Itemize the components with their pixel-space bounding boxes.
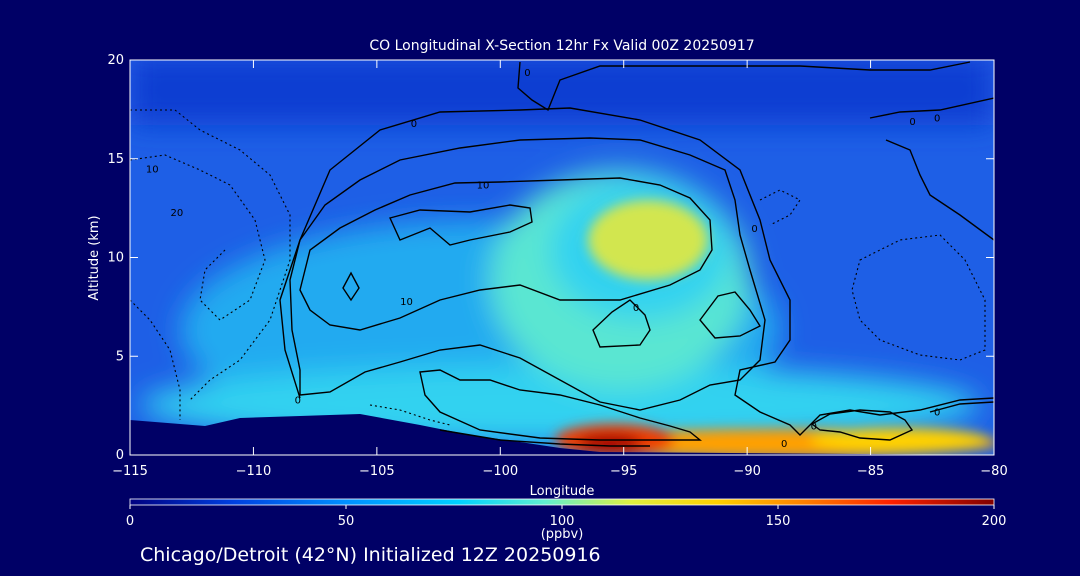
terrain-mask [130,414,994,455]
contour-label: 0 [811,421,817,432]
x-tick-label: −115 [112,464,148,479]
footer-caption: Chicago/Detroit (42°N) Initialized 12Z 2… [140,544,601,566]
contour-dotted-low [369,404,451,426]
contour-dotted-west-2 [130,154,266,321]
co-contours-dotted [130,109,986,426]
contour-label: 0 [411,119,417,130]
y-tick-label: 10 [107,251,124,266]
contour-label: 0 [633,303,639,314]
contour-diamond [342,271,360,302]
contour-surface-2 [439,429,650,447]
y-axis-label: Altitude (km) [87,215,102,300]
field-upper-band [130,60,994,125]
contour-dotted-west-1 [130,109,291,401]
x-tick-label: −100 [482,464,518,479]
contour-label: 0 [751,224,757,235]
contour-loop-mid [592,299,651,348]
contour-zero-inner [289,137,766,411]
contour-zero-outer [517,61,971,112]
colorbar [129,498,995,506]
y-tick-label: 20 [107,53,124,68]
contour-label: 0 [295,396,301,407]
y-tick-label: 5 [116,349,124,364]
co-concentration-field: 0 0 0 0 0 0 0 0 0 0 10 10 10 20 [130,60,994,455]
contour-labels: 0 0 0 0 0 0 0 0 0 0 10 10 10 20 [146,68,941,450]
colorbar-tick-label: 150 [766,514,791,529]
contour-label: 10 [477,180,490,191]
x-tick-label: −110 [236,464,272,479]
contour-label: 0 [524,68,530,79]
contour-label: 10 [400,297,413,308]
colorbar-tick-label: 100 [550,514,575,529]
colorbar-tick-label: 200 [982,514,1007,529]
contour-label: 0 [934,408,940,419]
contour-east-lowloop-2 [929,401,994,413]
colorbar-tick-label: 50 [338,514,355,529]
contour-east-upper [869,97,994,119]
chart-title: CO Longitudinal X-Section 12hr Fx Valid … [369,38,754,54]
x-tick-label: −105 [359,464,395,479]
x-axis-label: Longitude [530,484,595,499]
x-tick-label: −95 [610,464,637,479]
contour-label: 10 [146,165,159,176]
contour-10-pocket [389,204,533,246]
colorbar-label: (ppbv) [541,527,584,542]
y-tick-label: 15 [107,152,124,167]
contour-label: 20 [171,208,184,219]
contour-east-lowloop [810,409,914,441]
contour-zero-main-envelope [279,107,994,436]
colorbar-ticks: 0 50 100 150 200 [126,505,1007,529]
contour-label: 0 [934,113,940,124]
x-tick-label: −90 [733,464,760,479]
colorbar-tick-label: 0 [126,514,134,529]
contour-east-channel [885,139,994,241]
x-tick-label: −80 [980,464,1007,479]
y-tick-label: 0 [116,448,124,463]
contour-label: 0 [909,117,915,128]
field-surface-dark-red-core [578,434,642,452]
contour-dotted-west-3 [130,299,181,420]
y-axis-ticks: 0 5 10 15 20 [107,53,994,463]
contour-label: 0 [781,439,787,450]
contour-loop-east [699,291,762,339]
contour-surface-1 [419,369,702,441]
contour-dotted-upper-east [759,189,801,226]
x-tick-label: −85 [857,464,884,479]
field-surface-yellow-east [810,428,990,452]
contour-10-interior [299,177,713,331]
x-axis-ticks: −115 −110 −105 −100 −95 −90 −85 −80 [112,60,1008,479]
co-contours [279,61,994,447]
field-yellow-maximum [588,200,708,280]
